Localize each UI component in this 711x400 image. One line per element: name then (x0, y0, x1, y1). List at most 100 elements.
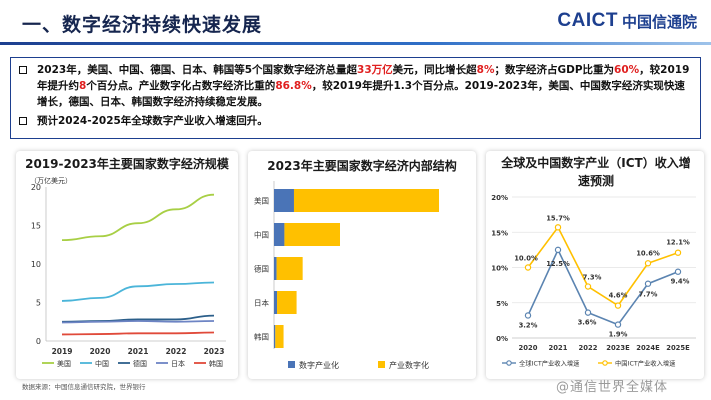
chart3-data-point (584, 309, 592, 316)
page-header: 一、数字经济持续快速发展 CAICT 中国信通院 (0, 0, 711, 46)
chart3-x-tick-label: 2021 (549, 344, 568, 352)
chart3-data-label: 12.5% (546, 260, 570, 268)
chart1-title: 2019-2023年主要国家数字经济规模 (25, 157, 229, 171)
chart2-bar-segment-digital_industry (274, 325, 276, 348)
chart3-data-label: 7.7% (639, 291, 658, 299)
chart3-data-point (614, 302, 622, 309)
chart1-legend-label: 中国 (95, 359, 109, 368)
chart3-data-label: 9.4% (671, 278, 690, 286)
chart2-legend-swatch (288, 361, 295, 368)
chart2-title: 2023年主要国家数字经济内部结构 (267, 159, 457, 173)
chart1-y-tick-label: 10 (31, 260, 41, 269)
chart3-svg: 0% 5% 10% 15% 20% 2020 2021 2022 2023E 2024E 2025E… (491, 194, 696, 368)
chart3-data-point (674, 268, 682, 275)
chart3-legend-marker (602, 360, 608, 366)
chart1-legend-label: 日本 (171, 359, 185, 368)
chart3-data-point (554, 224, 562, 231)
chart3-data-label: 7.3% (583, 274, 602, 282)
chart1-y-tick-label: 15 (31, 222, 41, 231)
chart1-series-line-jp (61, 320, 215, 324)
chart3-series-line-global_ict (527, 247, 679, 326)
chart3-y-tick-label: 15% (491, 229, 508, 237)
chart-panel-ict-growth: 全球及中国数字产业（ICT）收入增速预测 0% 5% 10% 15% 20% 2020 20… (486, 151, 704, 379)
chart3-data-point (644, 260, 652, 267)
logo-english-text: CAICT (557, 10, 618, 31)
chart1-x-tick-label: 2021 (128, 347, 149, 356)
chart3-x-tick-label: 2025E (666, 344, 690, 352)
highlight-figure: 8% (476, 64, 495, 76)
chart1-x-tick-label: 2023 (204, 347, 225, 356)
chart1-x-tick-label: 2020 (90, 347, 111, 356)
chart3-x-tick-label: 2022 (579, 344, 598, 352)
chart2-bar-segment-industry_digital (293, 189, 439, 212)
chart2-category-label: 美国 (254, 196, 269, 206)
chart3-data-point (614, 321, 622, 328)
summary-text-segment: ，较2019年提升1.3个百分点。2019-2023年，美国、中国数字经济实现快… (37, 80, 685, 108)
header-divider (0, 42, 711, 45)
chart3-x-tick-label: 2023E (606, 344, 630, 352)
logo-chinese-text: 中国信通院 (621, 12, 697, 31)
chart2-legend-swatch (378, 361, 385, 368)
chart3-legend-label: 中国ICT产业收入增速 (615, 359, 676, 368)
highlight-figure: 8 (79, 80, 87, 92)
highlight-figure: 86.8% (275, 80, 312, 92)
chart1-series-line-kr (61, 331, 215, 336)
chart3-y-tick-label: 5% (496, 300, 508, 308)
chart3-data-point (524, 264, 532, 271)
chart3-y-tick-label: 10% (491, 265, 508, 273)
chart2-category-label: 德国 (254, 264, 269, 274)
chart3-y-tick-label: 0% (496, 335, 508, 343)
chart3-data-point (584, 283, 592, 290)
chart3-legend-label: 全球ICT产业收入增速 (519, 359, 580, 368)
summary-text-segment: 美元，同比增长超 (392, 64, 477, 76)
chart1-legend-label: 美国 (57, 359, 71, 368)
chart3-title: 全球及中国数字产业（ICT）收入增速预测 (501, 156, 691, 188)
summary-text-segment: 2023年，美国、中国、德国、日本、韩国等5个国家数字经济总量超 (37, 64, 358, 76)
chart3-legend-marker (506, 360, 512, 366)
summary-text-segment: ；数字经济占GDP比重为 (494, 64, 615, 76)
summary-bullet-2: 预计2024-2025年全球数字产业收入增速回升。 (19, 113, 692, 129)
chart3-data-label: 15.7% (546, 214, 570, 222)
chart3-x-tick-label: 2024E (636, 344, 660, 352)
chart2-legend-label: 产业数字化 (389, 360, 429, 370)
chart3-series-line-china_ict (527, 225, 679, 307)
summary-bullet-2-text: 预计2024-2025年全球数字产业收入增速回升。 (37, 115, 268, 127)
chart2-bar-segment-industry_digital (275, 325, 284, 348)
chart3-data-point (674, 249, 682, 256)
page-title: 一、数字经济持续快速发展 (22, 14, 263, 36)
chart1-y-tick-label: 20 (31, 183, 41, 192)
chart2-legend-label: 数字产业化 (299, 360, 339, 370)
chart1-svg: 0 5 10 15 20 2019 2020 2021 2022 2023 美国 中国 德国 日本 韩国 (31, 183, 226, 368)
highlight-figure: 33万亿 (357, 64, 393, 76)
chart2-category-label: 韩国 (254, 332, 269, 342)
chart2-bar-segment-digital_industry (274, 223, 285, 246)
watermark-text: @通信世界全媒体 (556, 380, 669, 395)
chart2-bar-segment-digital_industry (274, 291, 278, 314)
chart-panel-economy-structure: 2023年主要国家数字经济内部结构 美国 中国 德国 日本 韩国 数字产业化 产业数字化 (248, 151, 476, 379)
chart3-x-tick-label: 2020 (519, 344, 538, 352)
chart1-y-tick-label: 0 (36, 337, 41, 346)
chart2-bar-segment-digital_industry (274, 189, 294, 212)
chart1-unit: （万亿美元） (30, 177, 72, 185)
chart3-data-label: 4.6% (609, 292, 628, 300)
summary-bullet-1-text: 2023年，美国、中国、德国、日本、韩国等5个国家数字经济总量超33万亿美元，同… (37, 62, 692, 110)
chart3-data-label: 10.6% (636, 249, 660, 257)
chart2-bar-segment-industry_digital (277, 291, 297, 314)
chart-panel-economy-scale: 2019-2023年主要国家数字经济规模 （万亿美元） 0 5 10 15 20 2019… (16, 151, 238, 379)
highlight-figure: 60% (614, 64, 640, 76)
summary-bullet-1: 2023年，美国、中国、德国、日本、韩国等5个国家数字经济总量超33万亿美元，同… (19, 62, 692, 110)
chart3-y-tick-label: 20% (491, 194, 508, 202)
chart3-data-point (524, 312, 532, 319)
chart1-series-line-us (61, 193, 215, 242)
summary-text-segment: 个百分点。产业数字化占数字经济比重的 (86, 80, 276, 92)
chart2-bar-segment-industry_digital (284, 223, 340, 246)
chart1-y-tick-label: 5 (36, 299, 41, 308)
data-source-note: 数据来源：中国信息通信研究院，世界银行 (22, 383, 146, 391)
chart2-category-label: 日本 (254, 298, 269, 308)
bullet-square-icon (19, 117, 27, 125)
caict-logo: CAICT 中国信通院 (557, 10, 697, 32)
chart2-bar-segment-digital_industry (274, 257, 277, 280)
chart3-data-point (554, 246, 562, 254)
chart3-data-label: 10.0% (514, 255, 538, 263)
